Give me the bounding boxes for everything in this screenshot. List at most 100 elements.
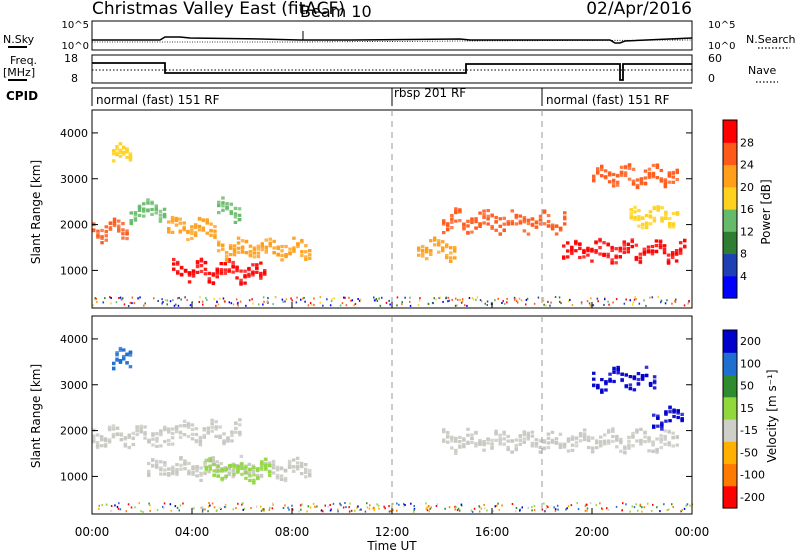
power-echo-cell [92,228,96,232]
power-echo-cell [663,178,668,182]
velocity-noise-cell [201,510,204,513]
velocity-noise-cell [235,507,237,509]
power-echo-cell [651,163,656,167]
power-noise-cell [284,300,286,303]
power-echo-cell [187,271,192,275]
velocity-echo-cell [570,443,575,447]
power-noise-cell [162,301,164,304]
power-echo-cell [421,248,425,252]
velocity-echo-cell [631,435,635,439]
velocity-echo-cell [635,428,639,432]
power-echo-cell [450,213,454,218]
velocity-echo-cell [494,438,498,442]
power-noise-cell [559,300,561,303]
power-echo-cell [678,247,683,251]
velocity-echo-cell [208,459,212,463]
velocity-noise-cell [515,507,518,509]
velocity-echo-cell [604,380,608,384]
power-noise-cell [545,304,547,307]
velocity-echo-cell [494,431,498,435]
power-echo-cell [518,219,523,223]
power-echo-cell [122,146,126,150]
velocity-echo-cell [159,430,163,434]
velocity-noise-cell [554,508,557,511]
power-echo-cell [658,246,663,250]
power-echo-cell [187,280,192,284]
velocity-ytick-label: 2000 [60,425,88,438]
power-noise-cell [484,302,486,305]
power-echo-cell [462,223,466,227]
power-noise-cell [290,297,292,300]
power-echo-cell [217,243,221,247]
velocity-echo-cell [222,432,226,436]
velocity-echo-cell [502,432,506,436]
velocity-echo-cell [147,461,151,466]
power-echo-cell [243,269,247,273]
power-echo-cell [664,213,668,217]
power-noise-cell [169,300,172,303]
velocity-echo-cell [210,429,214,433]
power-echo-cell [146,201,150,205]
velocity-echo-cell [103,439,108,443]
velocity-noise-cell [142,511,144,513]
power-echo-cell [671,170,675,174]
power-echo-cell [594,249,598,253]
velocity-noise-cell [554,509,557,512]
power-echo-cell [474,220,478,224]
power-noise-cell [435,298,437,301]
velocity-echo-cell [446,431,450,435]
velocity-echo-cell [159,433,163,437]
date-label: 02/Apr/2016 [586,0,692,19]
velocity-noise-cell [471,510,474,513]
power-echo-cell [594,250,598,255]
velocity-echo-cell [526,437,530,441]
power-noise-cell [172,299,174,302]
power-echo-cell [417,246,421,250]
power-echo-cell [221,201,225,205]
power-colorbar-block [723,275,737,299]
velocity-noise-cell [639,504,642,507]
velocity-near-range-noise [98,502,693,513]
velocity-noise-cell [543,502,545,505]
velocity-noise-cell [671,503,673,506]
power-noise-cell [660,301,662,304]
velocity-echo-cell [115,426,120,430]
velocity-echo-cell [234,426,238,430]
power-echo-cell [231,264,235,268]
power-echo-cell [150,207,154,212]
power-echo-cell [425,250,429,254]
power-echo-cell [458,210,462,214]
power-echo-cell [205,231,209,235]
power-echo-cell [498,224,502,228]
velocity-noise-cell [403,505,405,508]
power-noise-cell [341,302,344,305]
power-echo-cell [125,155,129,159]
velocity-noise-cell [149,509,151,512]
velocity-noise-cell [203,508,205,511]
power-echo-cell [474,226,478,230]
power-echo-cell [259,274,263,278]
velocity-echo-cell [139,430,143,434]
power-echo-cell [563,215,567,219]
power-noise-cell [373,296,375,299]
power-echo-cell [174,218,179,222]
power-echo-cell [174,223,179,227]
power-noise-cell [518,297,521,300]
power-noise-cell [479,299,482,302]
velocity-echo-cell [92,439,96,444]
power-echo-cell [606,243,610,247]
power-noise-cell [322,304,324,307]
power-echo-cell [425,257,429,261]
velocity-echo-cell [530,441,535,445]
velocity-echo-cell [506,439,510,443]
power-colorbar-tick: 12 [740,225,754,238]
power-echo-cell [647,171,652,175]
velocity-echo-cell [256,476,260,480]
power-echo-cell [514,213,519,217]
power-echo-cell [614,247,618,251]
velocity-echo-cell [490,438,494,442]
power-noise-cell [161,302,163,305]
power-noise-cell [516,301,519,304]
velocity-echo-cell [220,478,224,482]
power-echo-cell [610,261,614,265]
